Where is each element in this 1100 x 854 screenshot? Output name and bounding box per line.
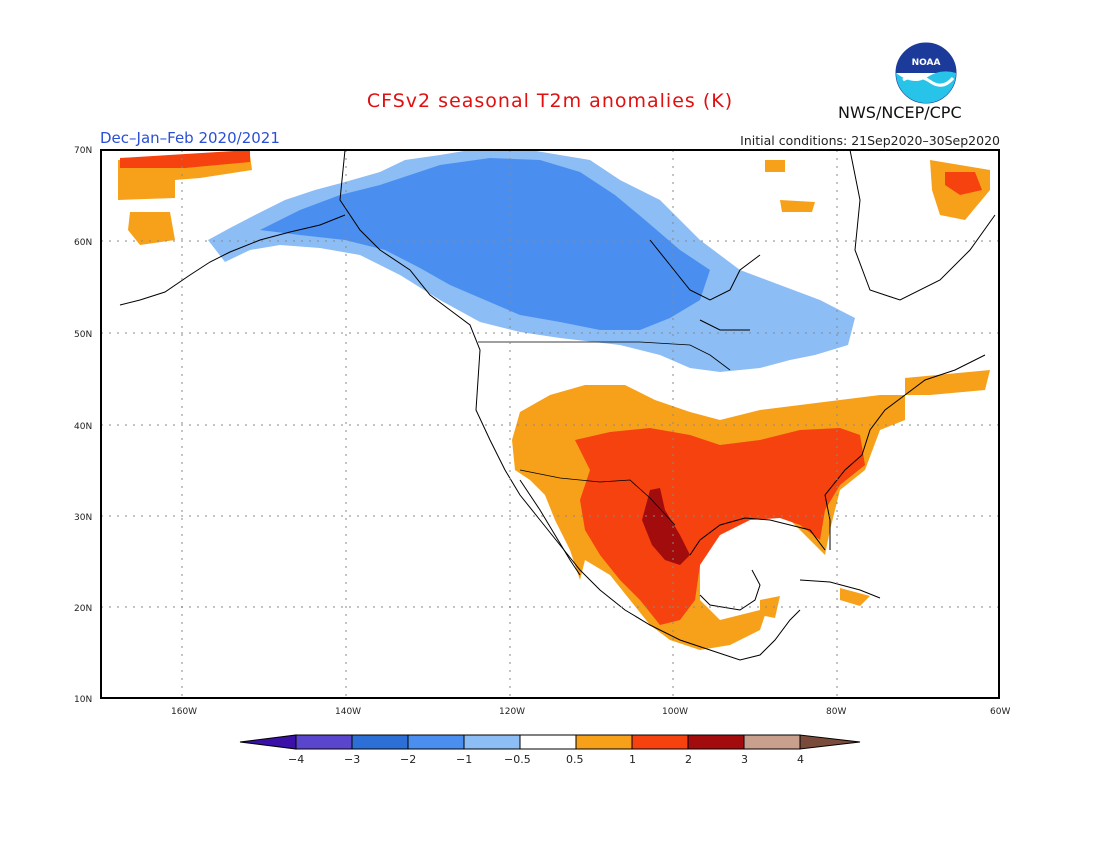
- lon-label: 140W: [335, 707, 361, 717]
- lat-label: 20N: [74, 604, 92, 614]
- baja: [519, 479, 581, 576]
- map-frame: [100, 149, 1000, 699]
- warm-anomaly-dark: [642, 488, 690, 565]
- coastlines: [119, 149, 996, 661]
- cold-anomaly-medium: [260, 158, 710, 330]
- lat-label: 60N: [74, 238, 92, 248]
- warm-anomaly-siberia-strong: [120, 150, 250, 168]
- colorbar-label: −0.5: [504, 753, 531, 766]
- colorbar-swatch: [407, 734, 465, 750]
- lon-label: 80W: [826, 707, 846, 717]
- lon-label: 160W: [171, 707, 197, 717]
- colorbar-swatch: [799, 734, 861, 750]
- colorbar-swatch: [519, 734, 577, 750]
- lat-label: 50N: [74, 330, 92, 340]
- colorbar-label: 1: [629, 753, 636, 766]
- lat-labels: 70N 60N 50N 40N 30N 20N 10N: [74, 146, 92, 705]
- colorbar-label: 0.5: [566, 753, 584, 766]
- lon-label: 60W: [990, 707, 1010, 717]
- colorbar-swatch: [687, 734, 745, 750]
- lat-label: 40N: [74, 422, 92, 432]
- hudson-bay: [649, 239, 761, 331]
- us-canada-border: [478, 341, 731, 371]
- cuba: [799, 579, 881, 599]
- warm-anomaly-medium: [575, 428, 865, 625]
- colorbar-label: −3: [344, 753, 360, 766]
- initial-conditions-label: Initial conditions: 21Sep2020–30Sep2020: [740, 133, 1000, 148]
- warm-anomaly-labrador: [945, 172, 982, 195]
- colorbar-swatch: [631, 734, 689, 750]
- colorbar-swatch: [463, 734, 521, 750]
- us-mexico-border: [519, 469, 676, 526]
- colorbar: −4 −3 −2 −1 −0.5 0.5 1 2 3 4: [239, 734, 861, 766]
- colorbar-label: −2: [400, 753, 416, 766]
- noaa-logo: NOAA: [895, 42, 957, 104]
- warm-anomaly-greenland: [765, 160, 990, 395]
- chart-title: CFSv2 seasonal T2m anomalies (K): [366, 90, 734, 112]
- lat-label: 30N: [74, 513, 92, 523]
- colorbar-label: −1: [456, 753, 472, 766]
- colorbar-swatch: [743, 734, 801, 750]
- gulf-coast: [689, 517, 826, 556]
- colorbar-swatch: [351, 734, 409, 750]
- greenland: [849, 149, 996, 301]
- colorbar-swatch: [239, 734, 297, 750]
- graticule: [101, 150, 999, 698]
- anomaly-shading: [118, 150, 990, 650]
- colorbar-label: −4: [288, 753, 304, 766]
- north-america-coast: [339, 149, 986, 661]
- colorbar-label: 4: [797, 753, 804, 766]
- alaska-coast: [119, 214, 346, 306]
- lat-label: 10N: [74, 695, 92, 705]
- lon-label: 120W: [499, 707, 525, 717]
- lat-label: 70N: [74, 146, 92, 156]
- colorbar-swatch: [575, 734, 633, 750]
- lon-labels: 160W 140W 120W 100W 80W 60W: [171, 707, 1010, 717]
- season-label: Dec–Jan–Feb 2020/2021: [100, 129, 280, 147]
- colorbar-swatch: [295, 734, 353, 750]
- warm-anomaly-siberia: [118, 155, 252, 245]
- warm-anomaly-caribbean: [760, 588, 870, 618]
- colorbar-label: 3: [741, 753, 748, 766]
- agency-label: NWS/NCEP/CPC: [838, 103, 962, 122]
- lon-label: 100W: [662, 707, 688, 717]
- logo-text: NOAA: [912, 58, 941, 68]
- colorbar-label: 2: [685, 753, 692, 766]
